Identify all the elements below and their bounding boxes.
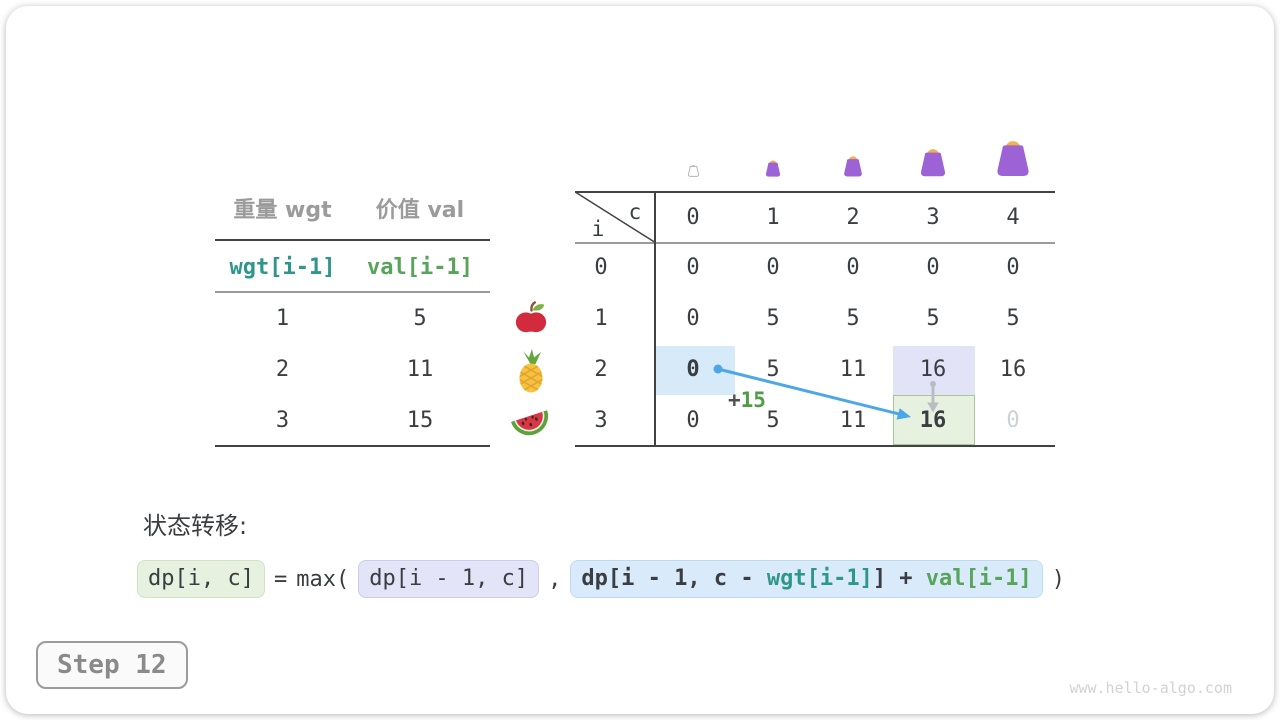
- item-1-weight: 1: [275, 306, 290, 331]
- formula-arg1: dp[i - 1, c]: [358, 560, 540, 599]
- apple-icon: [514, 300, 548, 340]
- item-1-value: 5: [413, 306, 427, 331]
- bag-size-4-icon: [989, 133, 1037, 181]
- watermelon-icon: [509, 400, 551, 446]
- items-table-bottom-rule: [215, 445, 490, 447]
- formula-arg2-wgt: wgt[i-1]: [766, 566, 873, 591]
- formula-arg2-mid: ] +: [872, 566, 926, 591]
- dp-cell: 0: [686, 306, 700, 331]
- formula-comma: ,: [548, 566, 562, 592]
- dp-cell: 5: [766, 306, 780, 331]
- dp-cell: 5: [926, 306, 940, 331]
- dp-cell: 0: [686, 255, 700, 280]
- dp-cell-unfilled: 0: [1006, 408, 1020, 433]
- dp-col-header: 1: [766, 205, 780, 230]
- dp-col-header: 4: [1006, 205, 1020, 230]
- added-value: 15: [740, 388, 766, 412]
- diagram-card: [6, 6, 1274, 714]
- formula-lhs: dp[i, c]: [137, 560, 265, 599]
- formula-equals: =: [273, 566, 288, 592]
- item-3-value: 15: [406, 408, 434, 433]
- add-value-annotation: +15: [728, 388, 766, 412]
- item-2-weight: 2: [275, 357, 290, 382]
- dp-cell: 0: [686, 408, 700, 433]
- dp-col-header: 2: [846, 205, 860, 230]
- dp-cell: 0: [926, 255, 940, 280]
- dp-row-header: 3: [594, 408, 608, 433]
- dp-cell: 11: [839, 408, 867, 433]
- dp-col-header: 3: [926, 205, 940, 230]
- items-table-mid-rule: [215, 291, 490, 293]
- item-3-weight: 3: [275, 408, 290, 433]
- watermark: www.hello-algo.com: [1069, 679, 1232, 697]
- dp-cell: 0: [846, 255, 860, 280]
- items-table-top-rule: [215, 239, 490, 241]
- step-badge: Step 12: [36, 641, 188, 689]
- dp-row-header: 0: [594, 255, 608, 280]
- state-transition-label: 状态转移:: [143, 512, 248, 540]
- pineapple-icon: [512, 348, 550, 398]
- formula-arg2-val: val[i-1]: [925, 566, 1032, 591]
- dp-cell-current: 16: [919, 408, 947, 433]
- dp-cell-source: 0: [686, 357, 700, 382]
- dp-table-top-rule: [575, 191, 1055, 193]
- bag-size-2-icon: [839, 152, 867, 181]
- dp-cell: 11: [839, 357, 867, 382]
- dp-table-header-rule: [575, 242, 1055, 244]
- items-col-header-weight: 重量 wgt: [233, 198, 332, 223]
- dp-row-header: 1: [594, 306, 608, 331]
- bag-size-1-icon: [762, 157, 784, 181]
- dp-corner-col-label: c: [628, 200, 642, 224]
- dp-col-header: 0: [686, 205, 700, 230]
- dp-cell: 0: [1006, 255, 1020, 280]
- dp-cell: 0: [766, 255, 780, 280]
- item-2-value: 11: [406, 357, 434, 382]
- dp-cell: 5: [766, 357, 780, 382]
- state-transition-formula: dp[i, c] = max( dp[i - 1, c] , dp[i - 1,…: [137, 560, 1066, 599]
- dp-corner-row-label: i: [591, 217, 605, 241]
- dp-cell: 5: [1006, 306, 1020, 331]
- dp-table-bottom-rule: [575, 445, 1055, 447]
- formula-close: ): [1051, 566, 1066, 592]
- dp-cell-compare: 16: [919, 357, 947, 382]
- dp-table-vertical-rule: [654, 191, 656, 447]
- formula-max-open: max(: [296, 566, 350, 592]
- items-index-wgt: wgt[i-1]: [229, 255, 336, 280]
- dp-cell: 5: [846, 306, 860, 331]
- dp-row-header: 2: [594, 357, 608, 382]
- plus-sign: +: [728, 388, 741, 412]
- dp-cell: 16: [999, 357, 1027, 382]
- bag-empty-icon: [686, 162, 701, 181]
- formula-arg2: dp[i - 1, c - wgt[i-1]] + val[i-1]: [570, 560, 1043, 599]
- formula-arg2-prefix: dp[i - 1, c -: [581, 566, 767, 591]
- items-index-val: val[i-1]: [367, 255, 473, 280]
- items-col-header-value: 价值 val: [375, 198, 465, 223]
- bag-size-3-icon: [914, 143, 952, 181]
